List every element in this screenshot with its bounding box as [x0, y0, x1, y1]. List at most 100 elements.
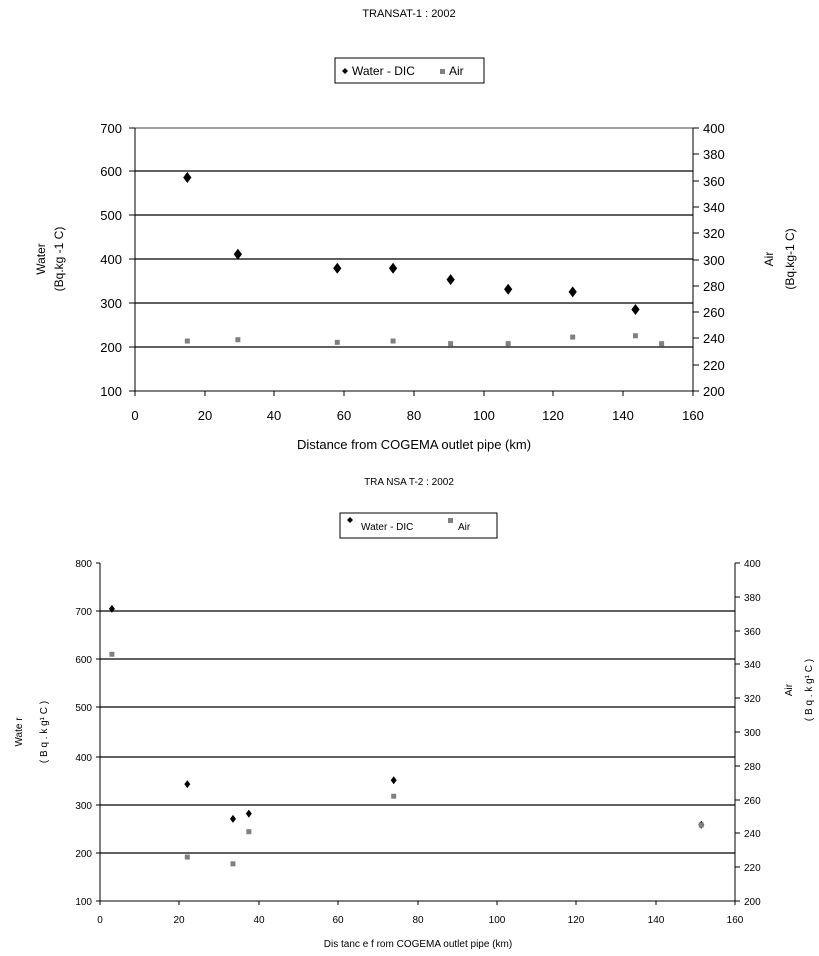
chart-2-legend-air-marker — [448, 518, 453, 523]
chart-2-y2tick-label: 400 — [744, 559, 761, 570]
chart-2-ytick-label: 700 — [75, 607, 92, 618]
chart-1-left-axis-label-line1: Water — [34, 243, 48, 275]
chart-1: TRANSAT-1 : 2002 Water - DIC Air — [34, 8, 797, 452]
chart-1-y2tick-label: 200 — [703, 384, 725, 399]
chart-2-right-axis-label-line2: ( B q . k g¹ C ) — [804, 659, 815, 721]
chart-1-y2tick-label: 300 — [703, 253, 725, 268]
chart-2-ytick-label: 200 — [75, 849, 92, 860]
chart-1-ytick-label: 200 — [100, 340, 122, 355]
chart-1-water-point — [631, 303, 640, 315]
chart-1-y2tick-label: 220 — [703, 358, 725, 373]
chart-1-water-point — [388, 262, 398, 274]
chart-2-y2tick-label: 280 — [744, 762, 761, 773]
chart-2-xtick-label: 40 — [253, 915, 265, 926]
chart-2-y2tick-label: 300 — [744, 728, 761, 739]
chart-1-xtick-label: 80 — [407, 408, 421, 423]
chart-2-air-point — [391, 793, 397, 799]
chart-2-water-point — [108, 604, 115, 613]
chart-2-y2tick-label: 380 — [744, 593, 761, 604]
chart-2-y2tick-label: 360 — [744, 627, 761, 638]
chart-2-xtick-label: 120 — [568, 915, 585, 926]
chart-1-y2tick-label: 240 — [703, 331, 725, 346]
chart-2-xtick-label: 160 — [727, 915, 744, 926]
chart-2-gridlines — [100, 610, 735, 854]
chart-1-ytick-label: 400 — [100, 252, 122, 267]
chart-1-air-point — [334, 339, 340, 345]
chart-2-ytick-label: 800 — [75, 559, 92, 570]
chart-1-water-point — [446, 274, 455, 286]
chart-1-x-axis-label: Distance from COGEMA outlet pipe (km) — [297, 437, 531, 452]
chart-2-right-axis-label-line1: Air — [784, 683, 795, 696]
chart-1-y2tick-label: 280 — [703, 279, 725, 294]
chart-2-y2tick-label: 220 — [744, 863, 761, 874]
chart-2-water-point — [245, 809, 252, 818]
chart-2-axes — [99, 563, 736, 902]
chart-2-water-point — [390, 776, 397, 785]
chart-2-water-point — [184, 780, 191, 789]
chart-1-air-point — [505, 341, 511, 347]
chart-1-title: TRANSAT-1 : 2002 — [362, 8, 455, 20]
chart-1-x-ticks: 0 20 40 60 80 100 120 140 160 — [131, 391, 704, 423]
chart-2-ytick-label: 500 — [75, 703, 92, 714]
chart-2-xtick-label: 20 — [173, 915, 185, 926]
chart-1-legend-water-label: Water - DIC — [352, 64, 415, 78]
chart-2-ytick-label: 600 — [75, 655, 92, 666]
chart-2-legend-box — [339, 512, 498, 539]
chart-2-title: TRA NSA T-2 : 2002 — [364, 477, 454, 488]
chart-1-xtick-label: 120 — [542, 408, 564, 423]
chart-2-air-point — [698, 822, 704, 828]
chart-2-left-ticks: 100 200 300 400 500 600 700 800 — [75, 559, 100, 908]
chart-1-xtick-label: 140 — [612, 408, 634, 423]
chart-1-left-ticks: 100 200 300 400 500 600 700 — [100, 121, 135, 399]
chart-2-ytick-label: 400 — [75, 753, 92, 764]
chart-1-y2tick-label: 260 — [703, 305, 725, 320]
chart-1-water-point — [233, 248, 243, 260]
chart-1-right-ticks: 200 220 240 260 280 300 320 340 360 380 … — [693, 121, 725, 399]
chart-1-xtick-label: 0 — [131, 408, 138, 423]
chart-1-air-point — [448, 341, 454, 347]
chart-1-water-point — [183, 172, 192, 184]
chart-1-air-point — [659, 341, 665, 347]
chart-2-air-point — [184, 854, 190, 860]
chart-1-air-point — [390, 338, 396, 344]
chart-2-x-ticks: 0 20 40 60 80 100 120 140 160 — [97, 901, 744, 926]
chart-1-xtick-label: 40 — [267, 408, 281, 423]
chart-2-air-point — [246, 829, 252, 835]
chart-1-air-point — [570, 334, 576, 340]
chart-1-legend-box — [334, 57, 485, 84]
chart-1-legend: Water - DIC Air — [334, 57, 485, 84]
chart-1-xtick-label: 100 — [473, 408, 495, 423]
chart-2-ytick-label: 300 — [75, 801, 92, 812]
chart-2-xtick-label: 60 — [332, 915, 344, 926]
chart-1-y2tick-label: 320 — [703, 226, 725, 241]
chart-1-legend-water-marker — [342, 68, 348, 74]
chart-1-legend-air-label: Air — [449, 64, 464, 78]
chart-2-data-marks — [108, 604, 705, 867]
chart-1-y2tick-label: 400 — [703, 121, 725, 136]
chart-2-xtick-label: 0 — [97, 915, 103, 926]
chart-2-y2tick-label: 200 — [744, 897, 761, 908]
chart-2-left-axis-label-line1: Wate r — [14, 717, 25, 747]
chart-1-data-marks — [183, 172, 665, 347]
chart-1-ytick-label: 100 — [100, 384, 122, 399]
chart-2-legend-water-marker — [347, 517, 353, 523]
chart-2: TRA NSA T-2 : 2002 Water - DIC Air — [14, 477, 815, 950]
chart-1-xtick-label: 60 — [337, 408, 351, 423]
chart-1-y2tick-label: 340 — [703, 200, 725, 215]
chart-2-left-axis-label-line2: ( B q . k g¹ C ) — [39, 701, 50, 763]
chart-1-water-point — [568, 286, 577, 298]
chart-2-air-point — [109, 651, 115, 657]
chart-2-xtick-label: 100 — [489, 915, 506, 926]
chart-2-right-ticks: 200 220 240 260 280 300 320 340 360 380 … — [735, 559, 761, 908]
chart-1-air-point — [632, 333, 638, 339]
chart-1-air-point — [184, 338, 190, 344]
chart-1-water-point — [504, 283, 513, 295]
chart-2-water-point — [229, 814, 236, 823]
chart-2-air-point — [230, 861, 236, 867]
chart-2-x-axis-label: Dis tanc e f rom COGEMA outlet pipe (km) — [324, 939, 512, 950]
chart-2-ytick-label: 100 — [75, 897, 92, 908]
chart-1-right-axis-label-line2: (Bq.kg-1 C) — [783, 228, 797, 289]
chart-2-y2tick-label: 260 — [744, 796, 761, 807]
chart-1-y2tick-label: 360 — [703, 174, 725, 189]
